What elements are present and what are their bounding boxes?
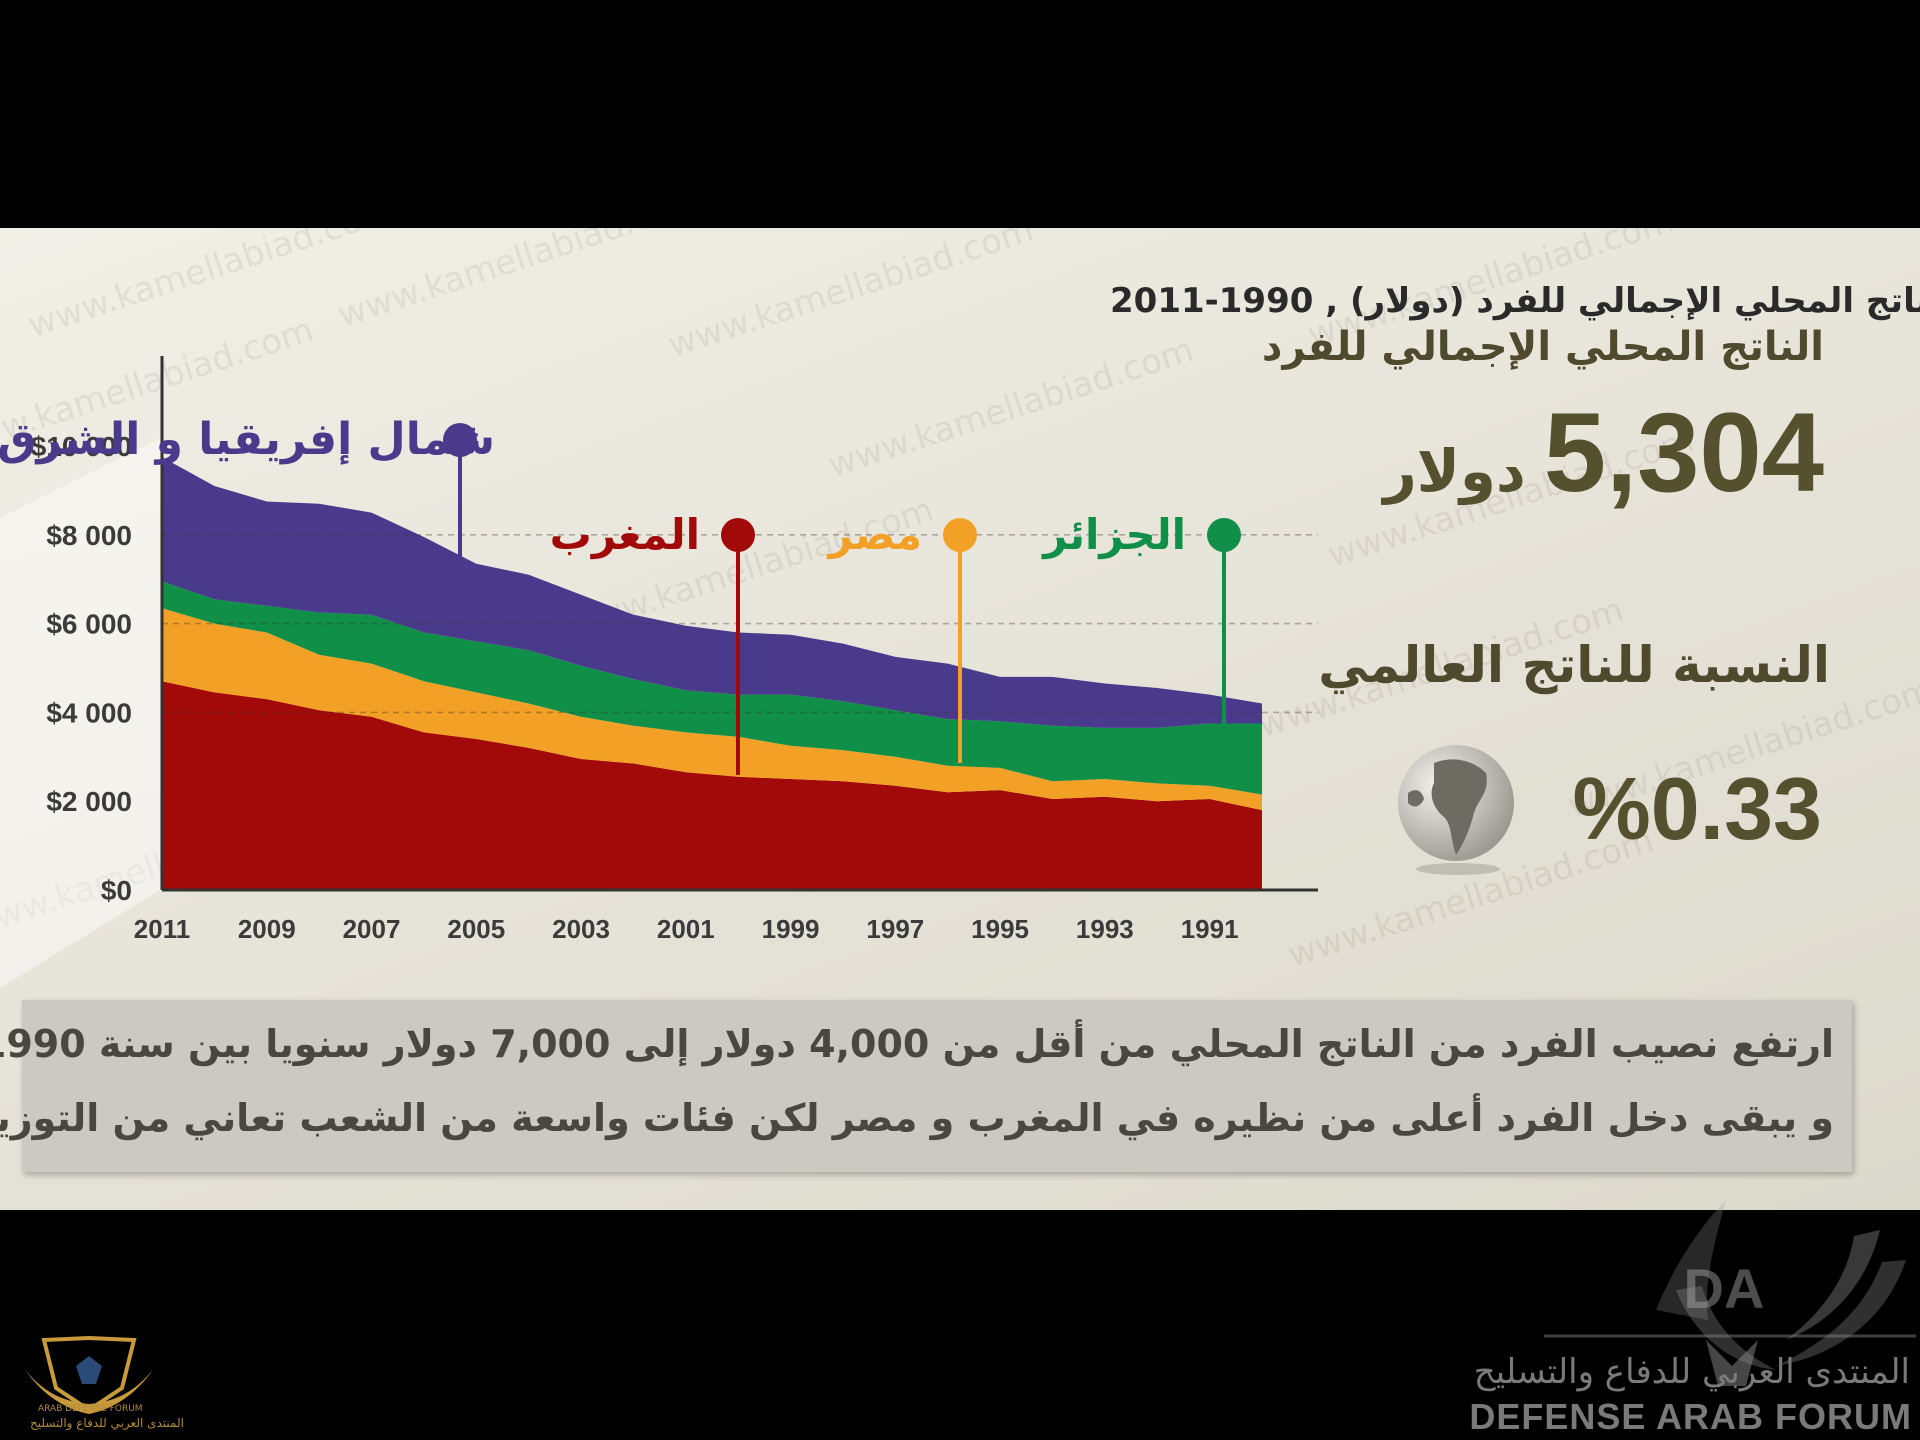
kpi-value: 5,304 <box>1543 390 1824 515</box>
callout-label: شمال إفريقيا و الشرق الأوسط <box>0 412 495 465</box>
callout-marker <box>443 423 477 457</box>
summary-line-2: و يبقى دخل الفرد أعلى من نظيره في المغرب… <box>0 1096 1834 1140</box>
summary-box: ارتفع نصيب الفرد من الناتج المحلي من أقل… <box>0 1000 1852 1172</box>
callout-marker <box>943 518 977 552</box>
area-series-3 <box>162 457 1262 728</box>
x-tick-label: 2001 <box>657 914 715 944</box>
kpi-unit: دولار <box>1383 437 1526 505</box>
footer-english: DEFENSE ARAB FORUM <box>1469 1396 1912 1437</box>
callout-label: الجزائر <box>1041 510 1186 560</box>
infographic-panel: www.kamellabiad.com www.kamellabiad.com … <box>0 228 1920 1210</box>
globe-icon <box>1398 745 1514 875</box>
area-series-1 <box>162 608 1262 811</box>
x-tick-label: 2009 <box>238 914 296 944</box>
kpi-label: الناتج المحلي الإجمالي للفرد <box>1261 324 1824 370</box>
gdp-area-chart: $0 $2 000 $4 000 $6 000 $8 000 $10 000 2011 200… <box>0 281 1920 988</box>
y-tick-label: $4 000 <box>46 697 132 728</box>
kpi-row: دولار 5,304 <box>1383 388 1824 517</box>
x-tick-label: 1991 <box>1181 914 1239 944</box>
x-tick-label: 2003 <box>552 914 610 944</box>
forum-logo-small <box>24 1335 154 1414</box>
world-share-value: %0.33 <box>1572 759 1822 858</box>
footer-small-english: ARAB DEFENSE FORUM <box>38 1404 143 1414</box>
y-tick-label: $6 000 <box>46 609 132 640</box>
x-tick-label: 2005 <box>447 914 505 944</box>
logo-letters: DA <box>1684 1257 1765 1320</box>
chart-title: الناتج المحلي الإجمالي للفرد (دولار) , 1… <box>1110 281 1920 321</box>
x-tick-label: 1999 <box>762 914 820 944</box>
forum-logo-large: DA <box>1544 1200 1916 1386</box>
y-tick-label: $2 000 <box>46 786 132 817</box>
callout-marker <box>1207 518 1241 552</box>
y-tick-label: $8 000 <box>46 520 132 551</box>
area-series-0 <box>162 681 1262 890</box>
footer-arabic: المنتدى العربي للدفاع والتسليح <box>1473 1352 1910 1392</box>
y-tick-label: $0 <box>101 875 132 906</box>
x-tick-label: 1995 <box>971 914 1029 944</box>
x-tick-label: 1993 <box>1076 914 1134 944</box>
callout-label: مصر <box>826 510 922 560</box>
callout-label: المغرب <box>550 510 700 560</box>
x-tick-label: 1997 <box>866 914 924 944</box>
summary-line-1: ارتفع نصيب الفرد من الناتج المحلي من أقل… <box>0 1022 1834 1066</box>
callout-marker <box>721 518 755 552</box>
background-wedge <box>0 438 160 988</box>
world-share-label: النسبة للناتج العالمي <box>1318 636 1830 694</box>
area-series-2 <box>162 581 1262 795</box>
x-tick-label: 2007 <box>343 914 401 944</box>
x-tick-label: 2011 <box>134 914 190 944</box>
y-tick-label: $10 000 <box>31 431 132 462</box>
footer-small-arabic: المنتدى العربي للدفاع والتسليح <box>30 1416 184 1430</box>
